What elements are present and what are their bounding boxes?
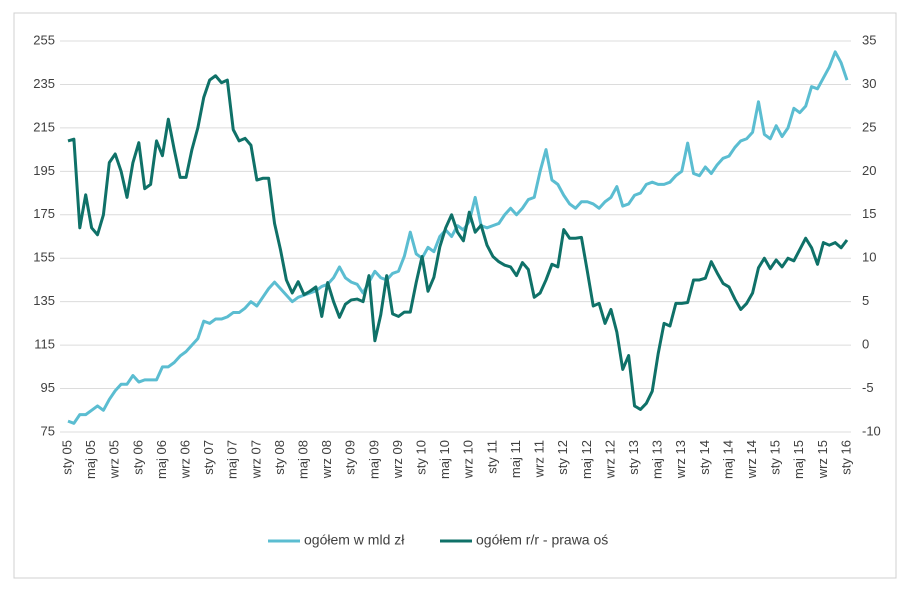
x-tick-label: sty 06 bbox=[130, 440, 145, 475]
chart-frame bbox=[13, 12, 897, 579]
x-tick-label: maj 14 bbox=[720, 440, 735, 479]
x-tick-label: sty 07 bbox=[201, 440, 216, 475]
y2-tick-label: 10 bbox=[862, 250, 876, 265]
x-tick-label: maj 07 bbox=[225, 440, 240, 479]
x-tick-label: maj 08 bbox=[295, 440, 310, 479]
y2-tick-label: 35 bbox=[862, 32, 876, 47]
x-tick-label: wrz 09 bbox=[390, 440, 405, 479]
x-tick-label: sty 05 bbox=[59, 440, 74, 475]
y-tick-label: 135 bbox=[33, 293, 55, 308]
x-tick-label: wrz 07 bbox=[248, 440, 263, 479]
x-tick-label: sty 10 bbox=[414, 440, 429, 475]
y-tick-label: 75 bbox=[41, 423, 55, 438]
y2-tick-label: 15 bbox=[862, 206, 876, 221]
x-tick-label: wrz 11 bbox=[532, 440, 547, 478]
y-tick-label: 215 bbox=[33, 119, 55, 134]
legend-label: ogółem w mld zł bbox=[304, 532, 405, 548]
x-tick-label: sty 12 bbox=[555, 440, 570, 475]
x-tick-label: maj 15 bbox=[791, 440, 806, 479]
x-tick-label: maj 12 bbox=[579, 440, 594, 479]
y-tick-label: 235 bbox=[33, 76, 55, 91]
x-tick-label: maj 10 bbox=[437, 440, 452, 479]
x-tick-label: wrz 05 bbox=[107, 440, 122, 479]
x-tick-label: maj 09 bbox=[366, 440, 381, 479]
y-tick-label: 115 bbox=[34, 337, 55, 352]
legend-label: ogółem r/r - prawa oś bbox=[476, 532, 608, 548]
y-tick-label: 195 bbox=[33, 163, 55, 178]
x-tick-label: sty 11 bbox=[484, 440, 499, 474]
x-tick-label: wrz 12 bbox=[602, 440, 617, 479]
x-tick-label: wrz 08 bbox=[319, 440, 334, 479]
y2-tick-label: -5 bbox=[862, 380, 874, 395]
y-tick-label: 175 bbox=[33, 206, 55, 221]
x-tick-label: wrz 14 bbox=[744, 440, 759, 479]
x-tick-label: maj 05 bbox=[83, 440, 98, 479]
y-tick-label: 255 bbox=[33, 32, 55, 47]
x-tick-label: wrz 06 bbox=[177, 440, 192, 479]
x-tick-label: sty 08 bbox=[272, 440, 287, 475]
y-tick-label: 155 bbox=[33, 250, 55, 265]
y2-tick-label: 0 bbox=[862, 337, 869, 352]
y2-tick-label: 30 bbox=[862, 76, 876, 91]
x-tick-label: sty 09 bbox=[343, 440, 358, 475]
x-tick-label: wrz 10 bbox=[461, 440, 476, 479]
y2-tick-label: 20 bbox=[862, 163, 876, 178]
y2-tick-label: 5 bbox=[862, 293, 869, 308]
series-line bbox=[67, 50, 849, 425]
x-tick-label: maj 13 bbox=[650, 440, 665, 479]
x-tick-label: maj 06 bbox=[154, 440, 169, 479]
y-tick-label: 95 bbox=[41, 380, 55, 395]
series-line bbox=[67, 74, 849, 411]
x-tick-label: maj 11 bbox=[508, 440, 523, 478]
x-tick-label: sty 13 bbox=[626, 440, 641, 475]
x-tick-label: sty 14 bbox=[697, 440, 712, 475]
x-tick-label: sty 16 bbox=[838, 440, 853, 475]
x-tick-label: wrz 13 bbox=[673, 440, 688, 479]
x-tick-label: sty 15 bbox=[768, 440, 783, 475]
y2-tick-label: 25 bbox=[862, 119, 876, 134]
x-tick-label: wrz 15 bbox=[815, 440, 830, 479]
y2-tick-label: -10 bbox=[862, 423, 881, 438]
